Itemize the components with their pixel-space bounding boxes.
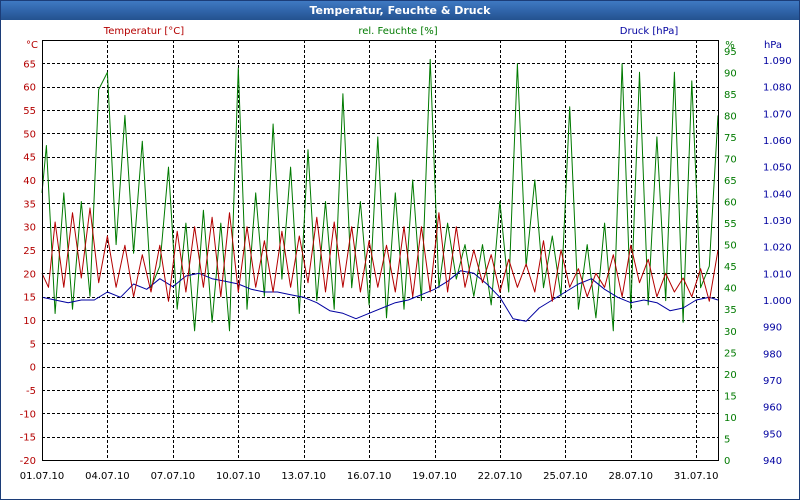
x-tick-label: 16.07.10 — [347, 471, 392, 482]
y-tick-pressure: 960 — [763, 403, 782, 414]
y-tick-pressure: 1.070 — [763, 109, 792, 120]
window-title: Temperatur, Feuchte & Druck — [1, 1, 799, 20]
y-tick-pressure: 950 — [763, 429, 782, 440]
y-tick-pressure: 980 — [763, 349, 782, 360]
y-tick-temp: 55 — [23, 106, 36, 117]
y-tick-pressure: 1.010 — [763, 269, 792, 280]
x-tick-label: 13.07.10 — [281, 471, 326, 482]
y-tick-pressure: 990 — [763, 323, 782, 334]
y-tick-humidity: 30 — [724, 327, 737, 338]
y-tick-pressure: 970 — [763, 376, 782, 387]
x-tick-label: 25.07.10 — [543, 471, 588, 482]
y-tick-humidity: 20 — [724, 370, 737, 381]
x-tick-label: 07.07.10 — [151, 471, 196, 482]
x-tick-label: 04.07.10 — [85, 471, 130, 482]
y-tick-humidity: 10 — [724, 413, 737, 424]
y-tick-temp: 40 — [23, 176, 36, 187]
plot-series — [41, 58, 719, 332]
series-line-pressure — [41, 270, 719, 322]
y-tick-pressure: 1.080 — [763, 83, 792, 94]
y-tick-pressure: 1.040 — [763, 189, 792, 200]
y-tick-humidity: 55 — [724, 219, 737, 230]
y-tick-temp: 15 — [23, 293, 36, 304]
legend-pressure: Druck [hPa] — [620, 26, 679, 37]
plot-area — [42, 40, 719, 461]
y-tick-pressure: 1.020 — [763, 243, 792, 254]
y-tick-temp: 10 — [23, 316, 36, 327]
unit-label-percent: % — [725, 40, 735, 51]
y-tick-humidity: 85 — [724, 90, 737, 101]
y-tick-temp: -15 — [20, 433, 36, 444]
unit-label-hpa: hPa — [764, 40, 782, 51]
y-tick-humidity: 60 — [724, 198, 737, 209]
y-tick-temp: -5 — [26, 386, 36, 397]
y-tick-humidity: 80 — [724, 111, 737, 122]
y-tick-humidity: 50 — [724, 241, 737, 252]
x-tick-label: 31.07.10 — [674, 471, 719, 482]
x-tick-label: 28.07.10 — [609, 471, 654, 482]
y-tick-humidity: 90 — [724, 68, 737, 79]
y-tick-temp: 30 — [23, 223, 36, 234]
y-tick-humidity: 75 — [724, 133, 737, 144]
y-tick-temp: -10 — [20, 409, 36, 420]
y-tick-pressure: 1.090 — [763, 56, 792, 67]
y-tick-humidity: 65 — [724, 176, 737, 187]
y-tick-temp: 65 — [23, 59, 36, 70]
y-tick-pressure: 1.060 — [763, 136, 792, 147]
x-tick-label: 01.07.10 — [20, 471, 65, 482]
y-tick-temp: -20 — [20, 456, 36, 467]
legend-temperature: Temperatur [°C] — [103, 26, 184, 37]
y-tick-humidity: 0 — [724, 456, 730, 467]
x-axis-dates: 01.07.10 04.07.10 07.07.10 10.07.10 13.07.10… — [20, 471, 719, 482]
unit-label-celsius: °C — [26, 40, 38, 51]
y-tick-temp: 0 — [30, 363, 36, 374]
y-tick-humidity: 35 — [724, 305, 737, 316]
y-tick-temp: 5 — [30, 339, 36, 350]
y-tick-temp: 45 — [23, 153, 36, 164]
y-tick-pressure: 940 — [763, 456, 782, 467]
y-tick-pressure: 1.000 — [763, 296, 792, 307]
y-tick-humidity: 40 — [724, 284, 737, 295]
legend-humidity: rel. Feuchte [%] — [358, 26, 437, 37]
y-tick-temp: 25 — [23, 246, 36, 257]
y-tick-pressure: 1.030 — [763, 216, 792, 227]
x-tick-label: 10.07.10 — [216, 471, 261, 482]
y-tick-humidity: 25 — [724, 348, 737, 359]
y-tick-temp: 50 — [23, 129, 36, 140]
y-tick-humidity: 70 — [724, 154, 737, 165]
legend: Temperatur [°C] rel. Feuchte [%] Druck [… — [103, 26, 679, 37]
humidity-axis: 0 5 10 15 20 25 30 35 40 45 50 55 60 65 70 75 80 85 90 95 — [724, 47, 737, 467]
y-tick-humidity: 15 — [724, 391, 737, 402]
y-tick-temp: 20 — [23, 269, 36, 280]
grid-lines — [42, 40, 718, 461]
y-tick-temp: 35 — [23, 199, 36, 210]
y-tick-humidity: 45 — [724, 262, 737, 273]
y-tick-temp: 60 — [23, 83, 36, 94]
series-line-temperature — [41, 207, 719, 302]
y-tick-humidity: 5 — [724, 434, 730, 445]
left-axis-temperature: -20 -15 -10 -5 0 5 10 15 20 25 30 35 40 45 50 55 60 65 — [20, 59, 36, 467]
right-axis-pressure: 940 950 960 970 980 990 1.000 1.010 1.020 1.030 1.… — [763, 56, 792, 467]
x-tick-label: 19.07.10 — [412, 471, 457, 482]
series-line-humidity — [41, 58, 719, 332]
y-tick-pressure: 1.050 — [763, 163, 792, 174]
x-tick-label: 22.07.10 — [478, 471, 523, 482]
y-tick-humidity: 95 — [724, 47, 737, 58]
